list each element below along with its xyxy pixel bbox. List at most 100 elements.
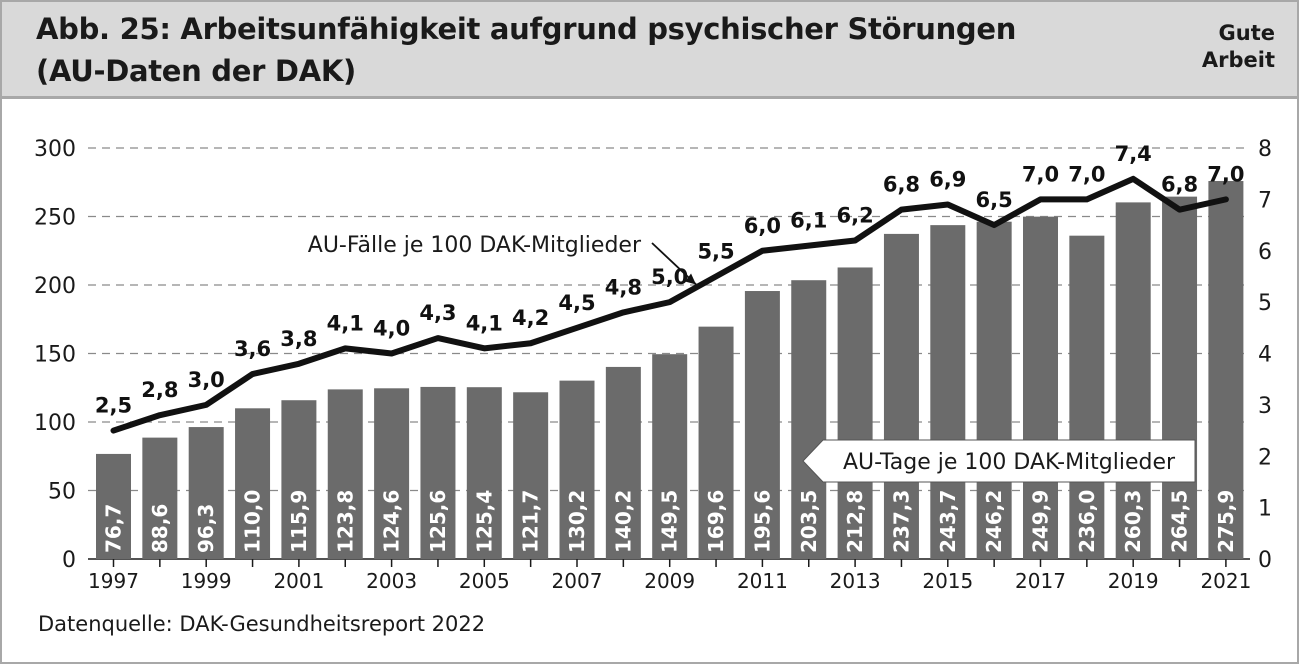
bar xyxy=(1069,235,1105,559)
x-tick-label: 2009 xyxy=(644,569,695,593)
line-value-label: 2,5 xyxy=(95,394,132,418)
line-value-label: 7,4 xyxy=(1115,142,1152,166)
bar-value-label: 96,3 xyxy=(194,504,218,553)
line-value-label: 5,5 xyxy=(697,239,734,263)
x-tick-label: 2011 xyxy=(737,569,788,593)
bar xyxy=(976,221,1012,559)
bar xyxy=(188,427,224,559)
bar-value-label: 237,3 xyxy=(889,490,913,553)
bar xyxy=(1115,202,1151,559)
data-source: Datenquelle: DAK-Gesundheitsreport 2022 xyxy=(38,612,486,636)
bar xyxy=(513,392,549,559)
bar xyxy=(327,389,363,559)
x-tick-label: 2001 xyxy=(273,569,324,593)
bar-value-label: 110,0 xyxy=(241,490,265,553)
y-left-tick-label: 100 xyxy=(34,411,76,436)
bar xyxy=(930,225,966,560)
header-bar: Abb. 25: Arbeitsunfähigkeit aufgrund psy… xyxy=(2,2,1297,99)
y-right-tick-label: 0 xyxy=(1258,548,1272,573)
bar-value-label: 123,8 xyxy=(333,490,357,553)
title-line-2: (AU-Daten der DAK) xyxy=(36,54,356,88)
y-left-tick-label: 150 xyxy=(34,343,76,368)
bar xyxy=(420,386,456,559)
bar xyxy=(605,366,641,559)
y-right-tick-label: 8 xyxy=(1258,137,1272,162)
line-value-label: 6,2 xyxy=(836,203,873,227)
bar-value-label: 125,6 xyxy=(426,490,450,553)
bar-series-label-box xyxy=(802,439,1196,483)
bar-value-label: 124,6 xyxy=(380,490,404,553)
bar-value-label: 140,2 xyxy=(611,490,635,553)
brand-logo-text: Gute Arbeit xyxy=(1202,20,1275,74)
line-value-label: 6,8 xyxy=(1161,173,1198,197)
line-value-label: 7,0 xyxy=(1068,162,1105,186)
bar-value-label: 275,9 xyxy=(1214,490,1238,553)
bar xyxy=(1208,181,1244,559)
bar-value-label: 246,2 xyxy=(982,490,1006,553)
brand-line-1: Gute xyxy=(1218,21,1275,45)
bar xyxy=(96,453,131,559)
y-right-tick-label: 3 xyxy=(1258,394,1272,419)
bar xyxy=(235,408,271,559)
line-value-label: 4,1 xyxy=(466,311,503,335)
bar-value-label: 264,5 xyxy=(1168,490,1192,553)
title-line-1: Abb. 25: Arbeitsunfähigkeit aufgrund psy… xyxy=(36,12,1017,46)
line-value-label: 6,5 xyxy=(976,188,1013,212)
bar xyxy=(1023,216,1058,559)
line-value-label: 7,0 xyxy=(1207,162,1244,186)
bar-value-label: 260,3 xyxy=(1121,490,1145,553)
y-right-tick-label: 5 xyxy=(1258,291,1272,316)
line-value-label: 6,0 xyxy=(744,214,781,238)
y-right-tick-label: 6 xyxy=(1258,240,1272,265)
bar xyxy=(374,388,410,559)
bar xyxy=(1162,196,1198,559)
line-value-label: 4,2 xyxy=(512,306,549,330)
line-value-label: 4,8 xyxy=(605,275,642,299)
bar-value-label: 130,2 xyxy=(565,490,589,553)
line-series-label: AU-Fälle je 100 DAK-Mitglieder xyxy=(308,233,642,258)
bar-value-label: 125,4 xyxy=(472,490,496,553)
line-value-label: 4,5 xyxy=(558,291,595,315)
y-left-tick-label: 300 xyxy=(34,137,76,162)
line-series-au-faelle xyxy=(110,175,1229,434)
bar xyxy=(837,267,873,559)
bar xyxy=(698,326,734,559)
line-value-label: 4,0 xyxy=(373,317,410,341)
bar-value-label: 169,6 xyxy=(704,490,728,553)
line-value-label: 7,0 xyxy=(1022,162,1059,186)
x-tick-label: 2017 xyxy=(1015,569,1066,593)
line-value-label: 6,1 xyxy=(790,209,827,233)
y-left-tick-label: 250 xyxy=(34,206,76,231)
bar xyxy=(559,380,595,559)
x-tick-label: 2015 xyxy=(922,569,973,593)
line-value-label: 6,9 xyxy=(929,168,966,192)
line-value-label: 3,0 xyxy=(188,368,225,392)
x-tick-label: 2005 xyxy=(459,569,510,593)
y-right-tick-label: 2 xyxy=(1258,445,1272,470)
bar xyxy=(652,354,688,559)
line-callout-arrowhead xyxy=(685,273,697,285)
bar xyxy=(142,437,178,559)
line-value-label: 5,0 xyxy=(651,265,688,289)
y-left-tick-label: 200 xyxy=(34,274,76,299)
line-value-label: 3,8 xyxy=(280,327,317,351)
y-right-tick-label: 4 xyxy=(1258,343,1272,368)
bar-series-label: AU-Tage je 100 DAK-Mitglieder xyxy=(843,450,1176,475)
bar-value-label: 243,7 xyxy=(936,490,960,553)
bar-value-label: 76,7 xyxy=(102,504,126,553)
line-value-label: 4,1 xyxy=(327,311,364,335)
bar-value-label: 121,7 xyxy=(519,490,543,553)
y-left-tick-label: 0 xyxy=(62,548,76,573)
bar-value-label: 115,9 xyxy=(287,490,311,553)
bar-value-label: 203,5 xyxy=(797,490,821,553)
y-left-tick-label: 50 xyxy=(48,480,76,505)
bar xyxy=(744,291,780,559)
bar-value-label: 212,8 xyxy=(843,490,867,553)
x-tick-label: 1999 xyxy=(181,569,232,593)
bar-value-label: 249,9 xyxy=(1029,490,1053,553)
x-tick-label: 2013 xyxy=(830,569,881,593)
bar-value-label: 195,6 xyxy=(750,490,774,553)
x-tick-label: 2021 xyxy=(1200,569,1251,593)
y-right-tick-label: 7 xyxy=(1258,188,1272,213)
